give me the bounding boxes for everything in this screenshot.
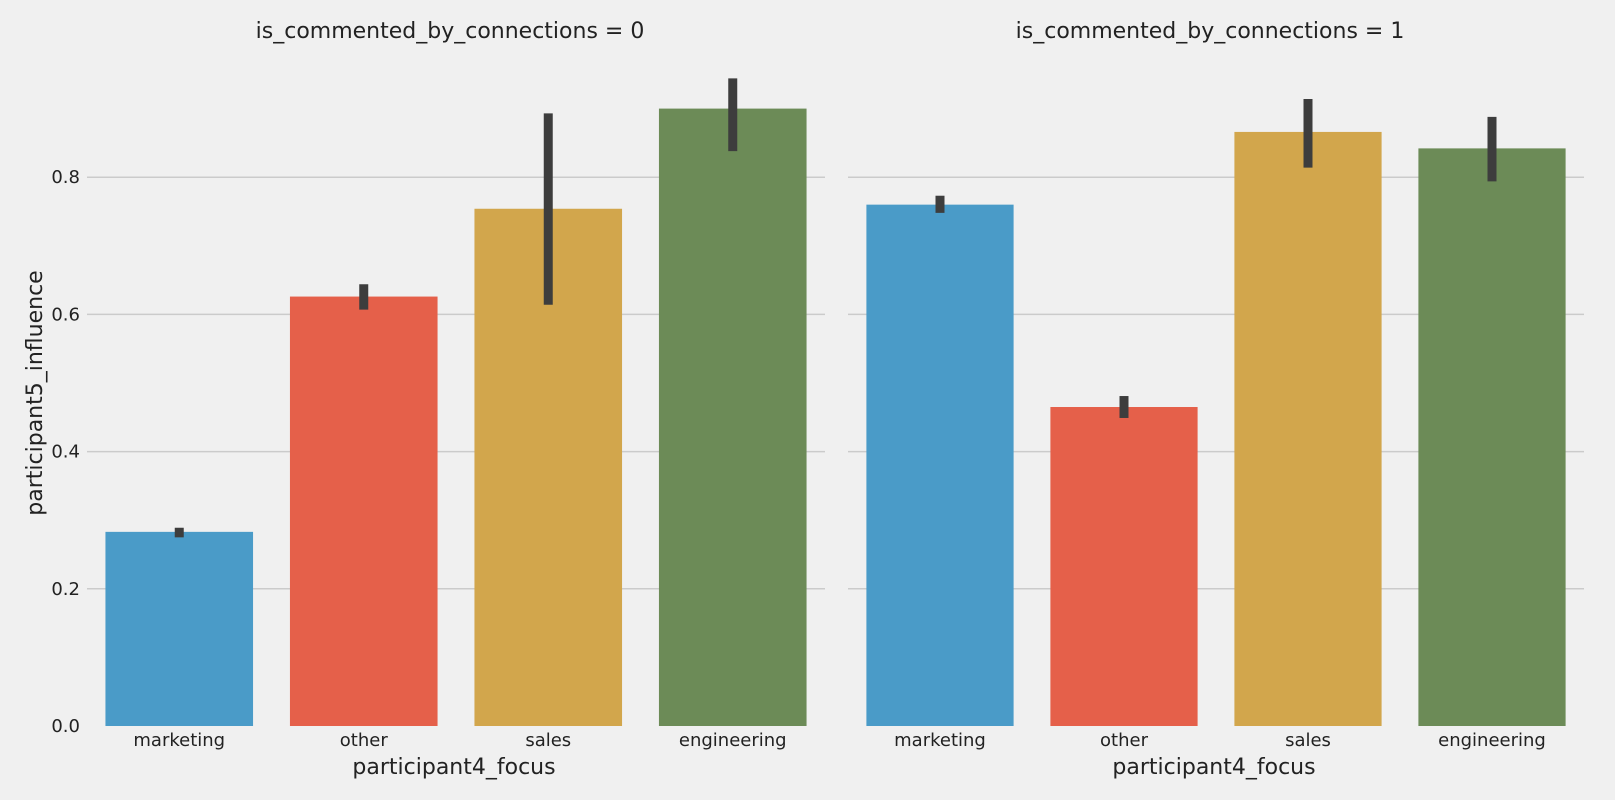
error-bars-layer <box>174 78 1497 538</box>
x-tick-label: sales <box>525 730 571 751</box>
y-tick-label: 0.2 <box>51 579 80 600</box>
panel-title: is_commented_by_connections = 1 <box>1016 19 1405 44</box>
bar-marketing <box>866 204 1014 726</box>
text-layer: 0.0 0.2 0.4 0.6 0.8 marketing other sales engine… <box>51 19 1545 780</box>
bar-other <box>289 296 438 726</box>
bar-engineering <box>1418 148 1566 726</box>
bars-layer <box>105 108 1566 727</box>
x-tick-label: engineering <box>1438 730 1546 751</box>
y-axis-label: participant5_influence <box>23 270 48 515</box>
bar-sales <box>1234 131 1382 726</box>
y-tick-label: 0.0 <box>51 716 80 737</box>
y-tick-label: 0.6 <box>51 304 80 325</box>
x-tick-label: marketing <box>894 730 986 751</box>
x-tick-label: marketing <box>133 730 225 751</box>
bar-other <box>1050 407 1198 726</box>
x-tick-label: engineering <box>679 730 787 751</box>
y-tick-label: 0.4 <box>51 442 80 463</box>
bar-engineering <box>658 108 807 727</box>
x-axis-label: participant4_focus <box>352 755 555 780</box>
x-axis-label: participant4_focus <box>1112 755 1315 780</box>
bar-marketing <box>105 531 254 726</box>
x-tick-label: other <box>340 730 389 751</box>
x-tick-label: sales <box>1285 730 1331 751</box>
x-tick-label: other <box>1100 730 1149 751</box>
y-tick-label: 0.8 <box>51 167 80 188</box>
panel-title: is_commented_by_connections = 0 <box>256 19 645 44</box>
